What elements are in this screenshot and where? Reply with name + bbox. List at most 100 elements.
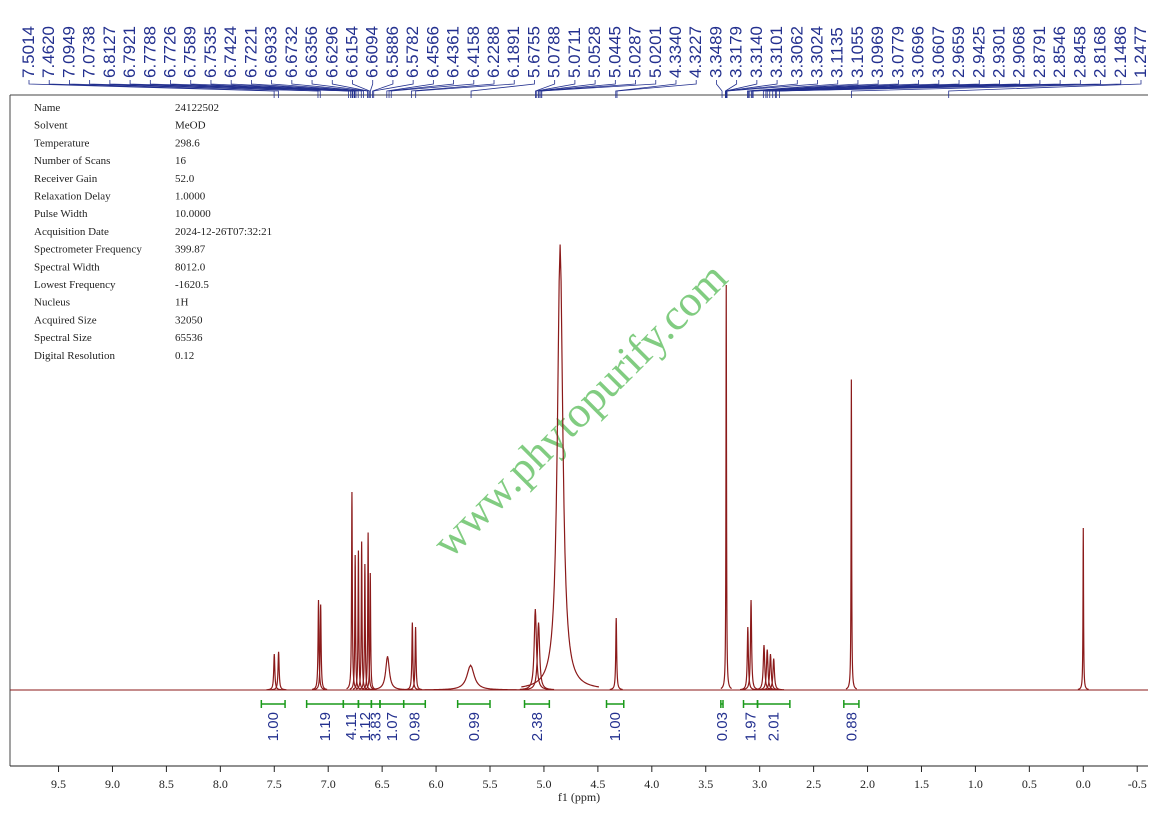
peak-leader <box>726 80 798 98</box>
peak-leader <box>369 80 374 98</box>
x-tick-label: 8.0 <box>213 777 228 791</box>
peak-label: 2.9425 <box>969 26 988 78</box>
peak <box>720 284 732 690</box>
peak <box>418 664 523 691</box>
x-tick-label: 0.0 <box>1076 777 1091 791</box>
integral-label: 0.88 <box>843 712 860 741</box>
x-tick-label: 1.5 <box>914 777 929 791</box>
integral-label: 1.97 <box>743 712 760 741</box>
peak-leader <box>170 80 354 98</box>
peak-leader <box>415 80 515 98</box>
param-name: Number of Scans <box>34 155 110 167</box>
peak <box>845 379 857 690</box>
peak-label: 6.7424 <box>221 26 240 78</box>
x-tick-label: 9.5 <box>51 777 66 791</box>
param-value: 52.0 <box>175 173 195 185</box>
integral-bracket <box>523 700 551 708</box>
integral-bracket <box>260 700 286 708</box>
integral-label: 0.98 <box>407 712 424 741</box>
peak-label: 6.4566 <box>423 26 442 78</box>
integral-label: 3.83 <box>368 712 385 741</box>
peak-label: 7.0738 <box>80 26 99 78</box>
peak-leader <box>311 80 368 98</box>
integral-label: 2.38 <box>529 712 546 741</box>
integral-label: 0.99 <box>466 712 483 741</box>
peak-leader <box>373 80 414 98</box>
param-value: 24122502 <box>175 102 219 114</box>
peak <box>311 599 326 690</box>
integral-bracket <box>843 700 860 708</box>
x-tick-label: 9.0 <box>105 777 120 791</box>
peak-label: 6.5886 <box>383 26 402 78</box>
peak-label: 3.0607 <box>929 26 948 78</box>
peak <box>609 617 623 691</box>
peak-label: 6.8127 <box>100 26 119 78</box>
peak-label: 5.0788 <box>545 26 564 78</box>
peak-label: 6.6732 <box>282 26 301 78</box>
x-tick-label: -0.5 <box>1128 777 1147 791</box>
peak <box>314 604 328 690</box>
peak <box>519 608 551 691</box>
peak-label: 2.8458 <box>1070 26 1089 78</box>
param-name: Relaxation Delay <box>34 191 111 203</box>
param-name: Acquisition Date <box>34 226 109 238</box>
param-value: 298.6 <box>175 137 200 149</box>
peak-label: 6.5782 <box>403 26 422 78</box>
x-tick-label: 6.5 <box>375 777 390 791</box>
param-value: 16 <box>175 155 187 167</box>
peak-leader <box>716 80 723 98</box>
peak-label: 3.3101 <box>767 26 786 78</box>
param-value: -1620.5 <box>175 279 209 291</box>
peak <box>361 656 414 691</box>
peak <box>522 622 555 691</box>
peak-label: 4.3340 <box>666 26 685 78</box>
peak-label: 6.6933 <box>262 26 281 78</box>
param-name: Spectral Size <box>34 332 92 344</box>
peak-label: 3.3024 <box>808 26 827 78</box>
peak-leader <box>752 80 940 98</box>
watermark: www.phytopurify.com <box>423 253 737 567</box>
param-value: 1H <box>175 297 189 309</box>
peak <box>743 599 759 690</box>
param-name: Lowest Frequency <box>34 279 116 291</box>
param-value: 32050 <box>175 314 203 326</box>
integral-bracket <box>370 700 381 708</box>
integral-bracket <box>456 700 491 708</box>
integral-bracket <box>357 700 373 708</box>
peak-leader <box>250 80 359 98</box>
integral-bracket <box>742 700 759 708</box>
integral-label: 1.00 <box>265 712 282 741</box>
peak <box>356 541 368 690</box>
peak-label: 6.6094 <box>363 26 382 78</box>
peak-label: 6.4361 <box>444 26 463 78</box>
peak-leader <box>747 80 859 98</box>
peak-leader <box>230 80 357 98</box>
peak-leader <box>48 80 279 98</box>
peak-label: 6.6356 <box>302 26 321 78</box>
integral-label: 2.01 <box>766 712 783 741</box>
peak-label: 3.0696 <box>909 26 928 78</box>
peak-leader <box>615 80 677 98</box>
param-name: Pulse Width <box>34 208 88 220</box>
peak-leader <box>352 80 371 98</box>
param-value: 0.12 <box>175 350 194 362</box>
param-value: 65536 <box>175 332 203 344</box>
peak-label: 3.1135 <box>828 27 847 78</box>
peak-label: 5.0201 <box>646 26 665 78</box>
peak-label: 3.3140 <box>747 26 766 78</box>
x-tick-label: 3.5 <box>698 777 713 791</box>
param-name: Acquired Size <box>34 314 97 326</box>
peak-label: 2.9659 <box>949 26 968 78</box>
peak-leader <box>535 80 556 98</box>
integral-label: 0.03 <box>714 712 731 741</box>
peak-label: 6.4158 <box>464 26 483 78</box>
peak-label: 6.7921 <box>120 26 139 78</box>
peak-label: 6.7788 <box>140 26 159 78</box>
peak-leader <box>390 80 475 98</box>
integral-bracket <box>402 700 427 708</box>
peak-leader <box>210 80 356 98</box>
param-name: Receiver Gain <box>34 173 98 185</box>
peak-leader <box>750 80 899 98</box>
peak-leader <box>748 80 879 98</box>
peak-leader <box>725 80 778 98</box>
